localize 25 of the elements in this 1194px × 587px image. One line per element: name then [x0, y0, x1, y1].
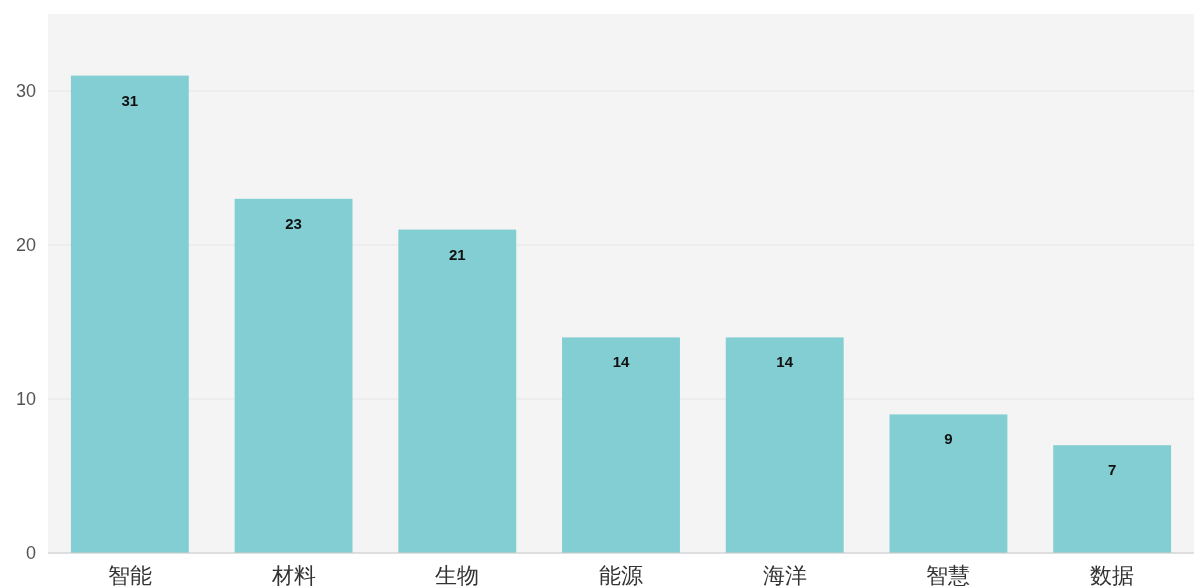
bar: [725, 337, 844, 553]
y-tick-label: 0: [25, 543, 36, 563]
x-tick-label: 数据: [1090, 563, 1135, 587]
x-tick-label: 材料: [270, 563, 316, 587]
y-tick-label: 20: [15, 235, 36, 255]
data-label: 14: [776, 353, 794, 371]
y-tick-label: 10: [15, 389, 36, 409]
data-label: 21: [448, 245, 466, 263]
y-tick-label: 30: [15, 81, 36, 101]
bar: [562, 337, 680, 553]
bar: [889, 414, 1008, 553]
data-label: 31: [121, 91, 139, 109]
x-tick-label: 海洋: [762, 563, 807, 587]
data-label: 23: [285, 214, 302, 232]
bar: [1053, 445, 1172, 553]
bar: [398, 229, 517, 553]
data-label: 9: [944, 430, 953, 448]
data-label: 7: [1107, 461, 1117, 479]
data-label: 14: [612, 353, 630, 371]
x-tick-label: 能源: [599, 563, 643, 587]
x-tick-label: 智慧: [926, 563, 971, 587]
x-tick-label: 智能: [107, 563, 152, 587]
x-tick-label: 生物: [435, 563, 480, 587]
bar: [234, 198, 353, 553]
bar: [70, 75, 189, 553]
